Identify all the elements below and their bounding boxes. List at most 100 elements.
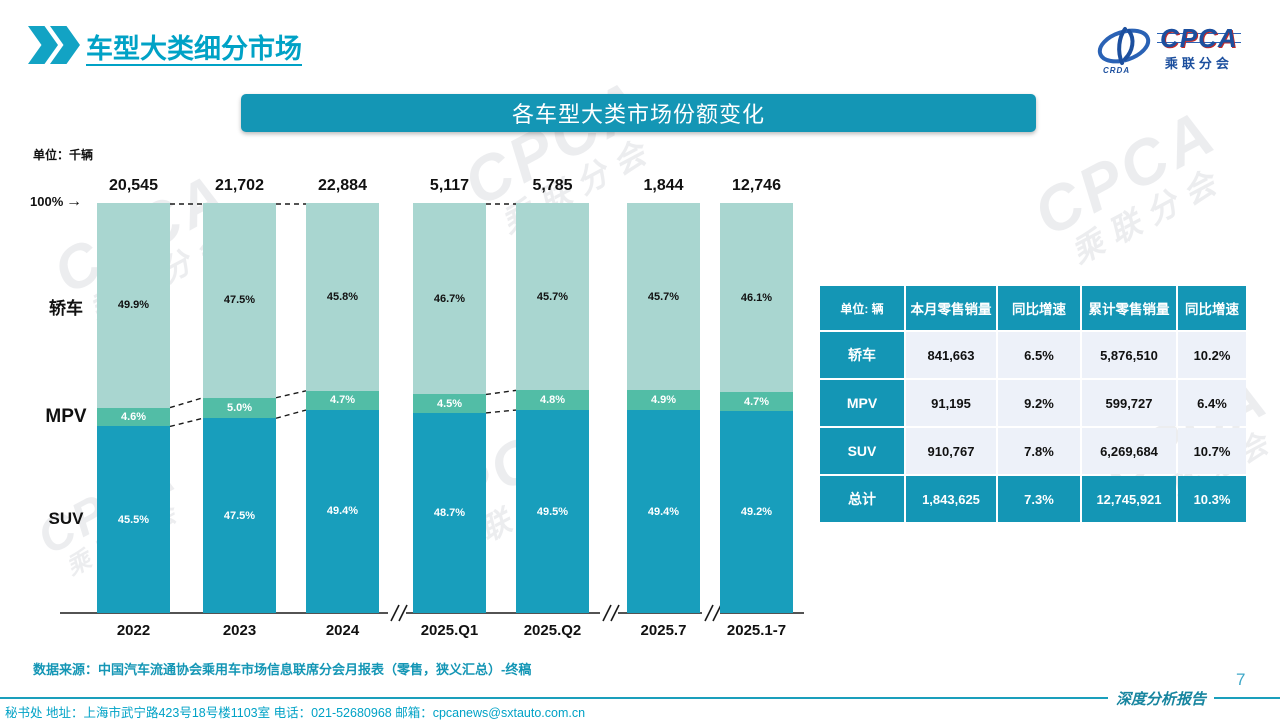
segment-value-label: 49.9% bbox=[117, 299, 150, 312]
bar-2025.Q2: 45.7% 4.8% 49.5% 5,785 2025.Q2 bbox=[516, 177, 589, 639]
segment-value-label: 49.4% bbox=[326, 505, 359, 518]
table-row: 总计 1,843,625 7.3% 12,745,921 10.3% bbox=[820, 476, 1246, 522]
table-cell: 6,269,684 bbox=[1082, 428, 1176, 474]
segment-轿车 bbox=[516, 203, 589, 391]
x-axis-tick-label: 2025.Q2 bbox=[523, 622, 582, 639]
table-cell: 841,663 bbox=[906, 332, 996, 378]
chart-unit-label: 单位：千辆 bbox=[33, 148, 94, 162]
segment-value-label: 49.4% bbox=[647, 505, 680, 518]
page-title: 车型大类细分市场 bbox=[86, 34, 302, 64]
bar-total-label: 5,117 bbox=[429, 177, 470, 194]
segment-SUV bbox=[97, 426, 170, 613]
segment-MPV bbox=[627, 390, 700, 411]
table-column-header: 同比增速 bbox=[998, 286, 1080, 330]
segment-SUV bbox=[720, 411, 793, 613]
table-cell: 10.2% bbox=[1178, 332, 1246, 378]
cpca-logo: CRDA CPCA 乘联分会 bbox=[1095, 22, 1255, 75]
table-cell: 6.5% bbox=[998, 332, 1080, 378]
segment-value-label: 4.5% bbox=[436, 397, 463, 410]
segment-MPV bbox=[720, 392, 793, 412]
segment-MPV bbox=[516, 390, 589, 411]
report-type-label: 深度分析报告 bbox=[1108, 688, 1215, 709]
segment-value-label: 47.5% bbox=[223, 509, 256, 522]
chart-title-banner: 各车型大类市场份额变化 bbox=[241, 94, 1036, 132]
bar-2025.1-7: 46.1% 4.7% 49.2% 12,746 2025.1-7 bbox=[720, 177, 793, 639]
table-column-header: 同比增速 bbox=[1178, 286, 1246, 330]
bar-2025.Q1: 46.7% 4.5% 48.7% 5,117 2025.Q1 bbox=[413, 177, 486, 639]
table-cell: 599,727 bbox=[1082, 380, 1176, 426]
table-column-header: 本月零售销量 bbox=[906, 286, 996, 330]
footer-divider bbox=[0, 697, 1280, 699]
axis-100-label: 100% bbox=[30, 194, 64, 209]
table-cell: 1,843,625 bbox=[906, 476, 996, 522]
segment-value-label: 46.7% bbox=[433, 292, 466, 305]
segment-value-label: 49.5% bbox=[536, 505, 569, 518]
bar-total-label: 12,746 bbox=[732, 177, 781, 194]
segment-value-label: 49.2% bbox=[740, 506, 773, 519]
segment-轿车 bbox=[720, 203, 793, 392]
bar-2024: 45.8% 4.7% 49.4% 22,884 2024 bbox=[306, 177, 379, 639]
series-label-SUV: SUV bbox=[48, 508, 84, 528]
segment-value-label: 45.7% bbox=[647, 290, 680, 303]
segment-value-label: 45.7% bbox=[536, 290, 569, 303]
x-axis-tick-label: 2025.1-7 bbox=[726, 622, 787, 639]
segment-value-label: 45.8% bbox=[326, 290, 359, 303]
segment-SUV bbox=[306, 410, 379, 613]
table-cell: 5,876,510 bbox=[1082, 332, 1176, 378]
x-axis-tick-label: 2023 bbox=[222, 622, 257, 639]
series-label-MPV: MPV bbox=[45, 406, 87, 428]
table-cell: 10.3% bbox=[1178, 476, 1246, 522]
bar-total-label: 1,844 bbox=[643, 177, 684, 194]
cpca-wordmark: CPCA bbox=[1157, 24, 1241, 51]
retail-sales-table: 单位: 辆本月零售销量 同比增速 累计零售销量 同比增速 轿车 841,663 6.5% 5… bbox=[818, 284, 1248, 524]
segment-value-label: 4.8% bbox=[539, 394, 566, 407]
segment-value-label: 46.1% bbox=[740, 291, 773, 304]
segment-SUV bbox=[413, 412, 486, 613]
segment-value-label: 47.5% bbox=[223, 294, 256, 307]
table-cell: 91,195 bbox=[906, 380, 996, 426]
table-cell: 910,767 bbox=[906, 428, 996, 474]
axis-arrow-icon: → bbox=[66, 193, 82, 210]
segment-SUV bbox=[203, 418, 276, 613]
stacked-bar-chart: 49.9% 4.6% 45.5% 20,545 2022 47.5% 5.0% 47.5% 21… bbox=[60, 177, 805, 639]
segment-轿车 bbox=[627, 203, 700, 391]
segment-MPV bbox=[306, 390, 379, 411]
bar-2023: 47.5% 5.0% 47.5% 21,702 2023 bbox=[203, 177, 276, 639]
table-row-label: 轿车 bbox=[820, 332, 904, 378]
series-label-轿车: 轿车 bbox=[49, 299, 83, 319]
bar-total-label: 22,884 bbox=[318, 177, 367, 194]
x-axis-tick-label: 2024 bbox=[325, 622, 360, 639]
segment-轿车 bbox=[413, 203, 486, 395]
bar-total-label: 5,785 bbox=[532, 177, 573, 194]
segment-MPV bbox=[413, 394, 486, 413]
table-row: SUV 910,767 7.8% 6,269,684 10.7% bbox=[820, 428, 1246, 474]
segment-value-label: 4.9% bbox=[650, 394, 677, 407]
segment-MPV bbox=[203, 397, 276, 419]
table-unit-header: 单位: 辆 bbox=[820, 286, 904, 330]
x-axis-tick-label: 2025.Q1 bbox=[420, 622, 479, 639]
bar-total-label: 20,545 bbox=[109, 177, 158, 194]
segment-value-label: 4.7% bbox=[329, 394, 356, 407]
segment-MPV bbox=[97, 407, 170, 427]
table-row-label: SUV bbox=[820, 428, 904, 474]
segment-轿车 bbox=[203, 203, 276, 398]
segment-value-label: 48.7% bbox=[433, 506, 466, 519]
segment-value-label: 45.5% bbox=[117, 513, 150, 526]
segment-轿车 bbox=[306, 203, 379, 391]
table-cell: 7.8% bbox=[998, 428, 1080, 474]
double-chevron-icon bbox=[28, 26, 80, 64]
segment-value-label: 4.6% bbox=[120, 411, 147, 424]
footer-contact-text: 秘书处 地址：上海市武宁路423号18号楼1103室 电话：021-526809… bbox=[5, 706, 586, 720]
cpca-subtitle: 乘联分会 bbox=[1164, 55, 1233, 71]
table-cell: 10.7% bbox=[1178, 428, 1246, 474]
segment-SUV bbox=[516, 410, 589, 613]
bar-2022: 49.9% 4.6% 45.5% 20,545 2022 bbox=[97, 177, 170, 639]
bar-total-label: 21,702 bbox=[215, 177, 264, 194]
cpca-logo-text: CPCA 乘联分会 bbox=[1157, 24, 1241, 72]
table-cell: 6.4% bbox=[1178, 380, 1246, 426]
segment-value-label: 4.7% bbox=[743, 395, 770, 408]
cpca-logo-emblem-icon: CRDA bbox=[1095, 25, 1153, 75]
table-row-label: MPV bbox=[820, 380, 904, 426]
